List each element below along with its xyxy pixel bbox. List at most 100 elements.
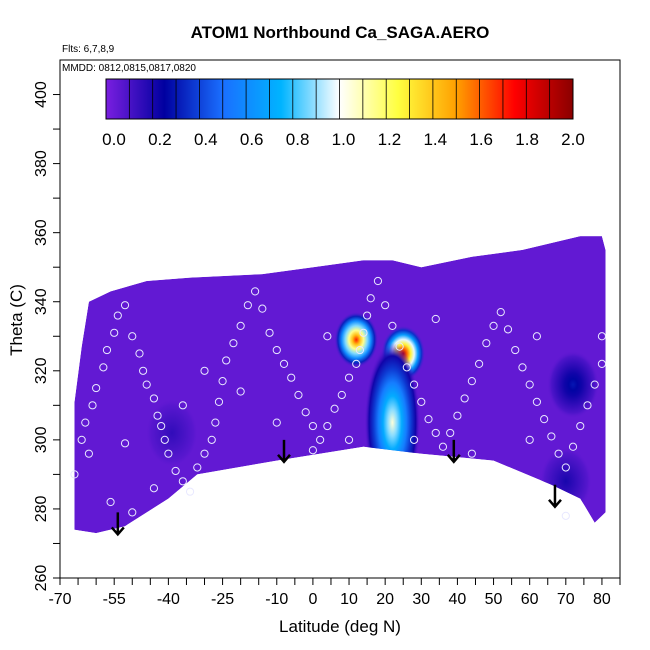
y-tick-label: 260: [33, 565, 50, 592]
sample-point: [222, 356, 231, 365]
colorbar-tick-label: 1.6: [469, 130, 493, 149]
sample-point: [381, 301, 390, 310]
plot-frame: [59, 59, 621, 579]
colorbar: 0.0 0.2 0.4 0.6 0.8 1.0 1.2 1.4 1.6 1.8 2.0: [102, 78, 585, 149]
flight-arrow: [277, 439, 291, 464]
sample-point: [344, 435, 354, 444]
sample-point: [525, 380, 534, 389]
sample-point: [128, 332, 137, 341]
sample-point: [525, 435, 534, 444]
sample-point: [547, 432, 556, 441]
sample-point: [185, 487, 195, 496]
sample-point: [362, 311, 372, 320]
sample-point: [417, 397, 426, 406]
sample-point: [120, 439, 130, 448]
sample-point: [77, 435, 86, 444]
sample-point: [511, 345, 520, 355]
x-tick-label: 40: [449, 591, 467, 608]
sample-point: [446, 428, 455, 438]
sample-point: [138, 366, 148, 375]
sample-points: [70, 276, 607, 520]
sample-point: [330, 404, 339, 413]
sample-point: [482, 339, 491, 348]
sample-point: [568, 442, 578, 451]
sample-point: [503, 325, 513, 334]
sample-point: [355, 345, 364, 355]
colorbar-tick-label: 0.6: [240, 130, 264, 149]
sample-point: [460, 394, 469, 403]
sample-point: [294, 390, 303, 400]
colorbar-tick-label: 1.4: [423, 130, 447, 149]
sample-point: [81, 418, 90, 427]
colorbar-tick-label: 1.0: [332, 130, 356, 149]
sample-point: [561, 511, 570, 520]
sample-point: [316, 435, 325, 444]
sample-point: [84, 449, 94, 458]
sample-point: [597, 359, 607, 368]
sample-point: [171, 466, 180, 476]
sample-point: [323, 421, 332, 431]
x-tick-label: 60: [521, 591, 539, 608]
sample-point: [467, 449, 476, 458]
x-tick-label: -10: [265, 591, 288, 608]
x-tick-label: 30: [412, 591, 430, 608]
sample-point: [540, 415, 549, 424]
sample-point: [308, 446, 318, 455]
sample-point: [272, 345, 281, 355]
sample-point: [279, 359, 289, 368]
y-tick-label: 380: [33, 150, 50, 177]
sample-point: [211, 418, 220, 427]
x-tick-label: 20: [376, 591, 394, 608]
sample-point: [135, 349, 144, 358]
colorbar-tick-label: 0.8: [286, 130, 310, 149]
colorbar-tick-label: 0.2: [148, 130, 172, 149]
chart-title: ATOM1 Northbound Ca_SAGA.AERO: [191, 23, 490, 42]
sample-point: [102, 345, 112, 355]
sample-point: [128, 508, 137, 517]
x-tick-label: -70: [48, 591, 71, 608]
sample-point: [388, 321, 397, 331]
sample-point: [301, 408, 310, 417]
sample-point: [157, 421, 166, 431]
sample-point: [250, 287, 260, 296]
x-tick-label: -25: [211, 591, 234, 608]
sample-point: [287, 373, 296, 382]
sample-point: [200, 366, 209, 375]
sample-point: [99, 363, 108, 372]
sample-point: [532, 397, 542, 406]
x-tick-label: 10: [340, 591, 358, 608]
sample-point: [236, 321, 245, 331]
sample-point: [366, 294, 375, 303]
colorbar-tick-label: 0.4: [194, 130, 218, 149]
y-tick-label: 400: [33, 81, 50, 108]
sample-point: [92, 383, 101, 393]
sample-point: [402, 363, 411, 372]
sample-point: [142, 380, 151, 389]
flight-arrow: [110, 512, 125, 537]
sample-point: [70, 470, 79, 479]
x-tick-label: 70: [557, 591, 575, 608]
colorbar-tick-label: 1.8: [515, 130, 539, 149]
sample-point: [554, 449, 563, 458]
sample-point: [438, 442, 448, 451]
sample-point: [373, 276, 383, 286]
y-tick-label: 360: [33, 219, 50, 246]
sample-point: [323, 332, 332, 341]
colorbar-tick-label: 2.0: [561, 130, 585, 149]
sample-point: [229, 339, 238, 348]
sample-point: [561, 463, 570, 472]
sample-point: [467, 377, 476, 386]
colorbar-tick-label: 1.2: [378, 130, 402, 149]
x-axis-label: Latitude (deg N): [279, 617, 401, 636]
sample-point: [272, 418, 281, 427]
field-background: [74, 236, 606, 534]
sample-point: [518, 363, 527, 372]
sample-point: [597, 332, 607, 341]
y-axis: 260 280 300 320 340 360 380 400: [33, 81, 60, 591]
colorbar-tick-label: 0.0: [102, 130, 126, 149]
sample-point: [153, 411, 162, 420]
sample-point: [431, 428, 440, 438]
sample-point: [532, 332, 542, 341]
sample-point: [489, 321, 498, 331]
